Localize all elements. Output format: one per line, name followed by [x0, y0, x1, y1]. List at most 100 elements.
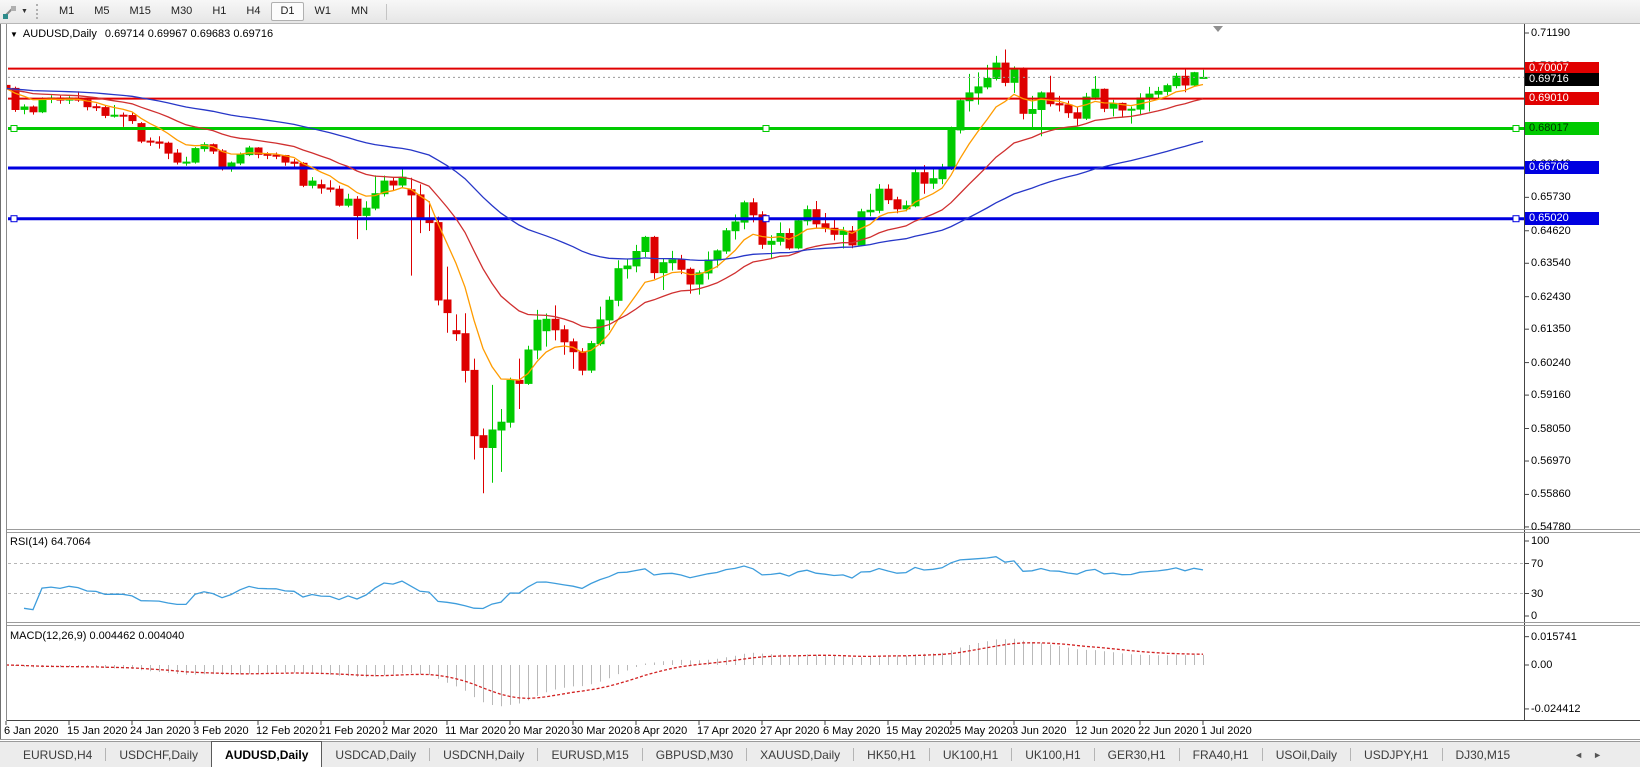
symbol-tab-bar: EURUSD,H4 USDCHF,Daily AUDUSD,Daily USDCAD,…	[0, 741, 1640, 767]
price-axis-tick: 0.60240	[1531, 356, 1571, 369]
price-line-badge: 0.65020	[1525, 212, 1599, 226]
symbol-tab-hk50-h1[interactable]: HK50,H1	[867, 747, 916, 762]
timeframe-button-w1[interactable]: W1	[306, 2, 341, 21]
symbol-tab-uk100-h1[interactable]: UK100,H1	[942, 747, 999, 762]
rsi-label: RSI(14) 64.7064	[10, 536, 91, 548]
symbol-tab-uk100-h1[interactable]: UK100,H1	[1025, 747, 1081, 762]
macd-axis-label: 0.015741	[1531, 630, 1577, 643]
tab-separator	[1350, 748, 1352, 761]
price-axis-tick: 0.65730	[1531, 191, 1571, 204]
timeframe-button-group: M1 M5 M15 M30 H1 H4 D1 W1 MN	[49, 2, 378, 21]
price-line-badge: 0.68017	[1525, 122, 1599, 135]
date-axis-label: 6 Jan 2020	[4, 725, 59, 737]
rsi-axis-label: 30	[1531, 587, 1544, 600]
date-axis-label: 8 Apr 2020	[634, 725, 688, 737]
tab-separator	[1441, 748, 1443, 761]
tab-scroll-arrows: ◄ ►	[1574, 742, 1640, 767]
date-axis-label: 17 Apr 2020	[697, 725, 757, 737]
timeframe-button-m5[interactable]: M5	[85, 2, 118, 21]
price-axis-tick: 0.64620	[1531, 224, 1571, 237]
timeframe-button-h1[interactable]: H1	[203, 2, 235, 21]
chart-ohlc-label: 0.69714 0.69967 0.69683 0.69716	[104, 28, 274, 40]
date-axis-label: 20 Mar 2020	[508, 725, 570, 737]
top-toolbar: ▼ M1 M5 M15 M30 H1 H4 D1 W1 MN	[0, 0, 1640, 24]
date-axis-label: 15 Jan 2020	[67, 725, 128, 737]
current-price-badge: 0.69716	[1525, 73, 1599, 86]
symbol-tab-usdjpy-h1[interactable]: USDJPY,H1	[1364, 747, 1429, 762]
tab-separator	[641, 748, 643, 761]
date-axis-label: 22 Jun 2020	[1138, 725, 1199, 737]
tab-separator	[105, 748, 107, 761]
symbol-tab-gbpusd-m30[interactable]: GBPUSD,M30	[655, 747, 734, 762]
timeframe-button-d1[interactable]: D1	[271, 2, 304, 21]
chart-dropdown-icon[interactable]: ▼	[10, 30, 18, 39]
rsi-axis-label: 0	[1531, 610, 1538, 622]
date-axis-label: 12 Jun 2020	[1075, 725, 1136, 737]
tab-separator	[1261, 748, 1263, 761]
timeframe-button-h4[interactable]: H4	[237, 2, 269, 21]
timeframe-button-m30[interactable]: M30	[162, 2, 201, 21]
price-axis-tick: 0.58050	[1531, 422, 1571, 435]
macd-label: MACD(12,26,9) 0.004462 0.004040	[10, 630, 185, 642]
symbol-tab-fra40-h1[interactable]: FRA40,H1	[1192, 747, 1249, 762]
toolbar-separator	[386, 3, 388, 20]
rsi-axis-label: 70	[1531, 557, 1544, 570]
timeframe-button-m15[interactable]: M15	[121, 2, 160, 21]
symbol-tab-audusd-daily[interactable]: AUDUSD,Daily	[211, 741, 323, 767]
price-line-badge: 0.69010	[1525, 92, 1599, 106]
symbol-tab-dj30-m15[interactable]: DJ30,M15	[1455, 747, 1511, 762]
symbol-tab-xauusd-daily[interactable]: XAUUSD,Daily	[760, 747, 841, 762]
price-line-badge: 0.66706	[1525, 161, 1599, 175]
tab-separator	[1093, 748, 1095, 761]
date-axis-label: 2 Mar 2020	[382, 725, 438, 737]
tab-separator	[853, 748, 855, 761]
price-axis-tick: 0.61350	[1531, 323, 1571, 336]
price-axis-tick: 0.56970	[1531, 455, 1571, 468]
date-axis-label: 21 Feb 2020	[319, 725, 381, 737]
date-axis-label: 27 Apr 2020	[760, 725, 820, 737]
tab-separator	[1011, 748, 1013, 761]
symbol-tab-eurusd-h4[interactable]: EURUSD,H4	[23, 747, 93, 762]
symbol-tab-usdcnh-daily[interactable]: USDCNH,Daily	[443, 747, 525, 762]
date-axis-label: 30 Mar 2020	[571, 725, 633, 737]
symbol-tab-eurusd-m15[interactable]: EURUSD,M15	[551, 747, 629, 762]
price-axis-tick: 0.63540	[1531, 257, 1571, 270]
macd-axis-label: 0.00	[1531, 659, 1553, 671]
date-axis-label: 12 Feb 2020	[256, 725, 318, 737]
timeframe-button-mn[interactable]: MN	[342, 2, 377, 21]
rsi-axis-label: 100	[1531, 535, 1550, 547]
toolbar-grip	[35, 4, 41, 19]
date-axis-label: 6 May 2020	[823, 725, 881, 737]
price-axis-tick: 0.55860	[1531, 488, 1571, 501]
tab-scroll-left-icon[interactable]: ◄	[1574, 749, 1584, 760]
tab-separator	[1178, 748, 1180, 761]
symbol-tab-usdcad-daily[interactable]: USDCAD,Daily	[335, 747, 417, 762]
tab-separator	[537, 748, 539, 761]
tab-scroll-right-icon[interactable]: ►	[1593, 749, 1602, 760]
timeframe-button-m1[interactable]: M1	[50, 2, 83, 21]
price-axis-tick: 0.54780	[1531, 520, 1571, 533]
price-axis-tick: 0.62430	[1531, 290, 1571, 303]
price-line-badge: 0.70007	[1525, 62, 1599, 76]
chart-symbol-label: AUDUSD,Daily	[22, 28, 97, 40]
chart-title: ▼ AUDUSD,Daily 0.69714 0.69967 0.69683 0.6…	[10, 28, 273, 40]
tab-separator	[928, 748, 930, 761]
date-axis-label: 1 Jul 2020	[1201, 725, 1252, 737]
date-axis-label: 24 Jan 2020	[130, 725, 191, 737]
pointer-tool-icon[interactable]	[1, 4, 19, 20]
symbol-tab-usoil-daily[interactable]: USOil,Daily	[1275, 747, 1338, 762]
tab-separator	[429, 748, 431, 761]
symbol-tab-usdchf-daily[interactable]: USDCHF,Daily	[119, 747, 199, 762]
price-axis-tick: 0.71190	[1531, 27, 1570, 39]
macd-axis-label: -0.024412	[1531, 702, 1581, 715]
chevron-down-icon[interactable]: ▼	[21, 8, 28, 15]
date-axis-label: 15 May 2020	[886, 725, 950, 737]
tab-separator	[746, 748, 748, 761]
date-axis-label: 25 May 2020	[949, 725, 1013, 737]
date-axis-label: 11 Mar 2020	[445, 725, 506, 737]
chart-shift-marker	[1213, 26, 1223, 32]
symbol-tab-ger30-h1[interactable]: GER30,H1	[1107, 747, 1166, 762]
price-axis-tick: 0.59160	[1531, 389, 1571, 402]
